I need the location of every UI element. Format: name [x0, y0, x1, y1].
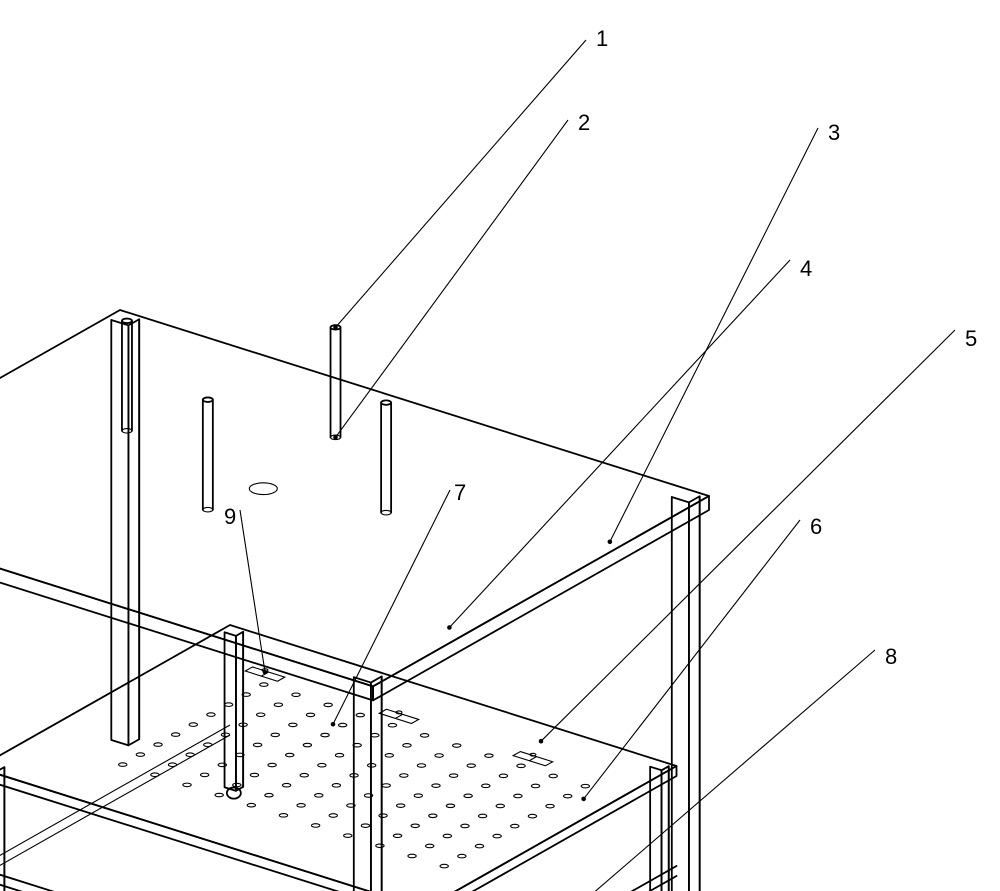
- leader-5: [541, 330, 955, 741]
- leader-dot-4: [447, 625, 452, 630]
- callout-7: 7: [454, 480, 466, 505]
- leader-dot-1: [333, 325, 338, 330]
- leader-dot-9: [263, 670, 268, 675]
- leader-dot-6: [581, 797, 586, 802]
- callout-9: 9: [224, 504, 236, 529]
- callout-2: 2: [578, 110, 590, 135]
- leader-dot-5: [539, 739, 544, 744]
- callout-4: 4: [800, 256, 812, 281]
- callout-5: 5: [965, 326, 977, 351]
- callout-3: 3: [828, 120, 840, 145]
- leader-dot-7: [331, 722, 336, 727]
- callout-6: 6: [810, 514, 822, 539]
- leader-2: [336, 120, 568, 437]
- leader-dot-3: [608, 539, 613, 544]
- leader-dot-2: [333, 435, 338, 440]
- leader-1: [336, 40, 586, 327]
- callout-1: 1: [596, 26, 608, 51]
- leader-4: [449, 260, 790, 628]
- leader-3: [610, 128, 818, 542]
- callout-8: 8: [885, 644, 897, 669]
